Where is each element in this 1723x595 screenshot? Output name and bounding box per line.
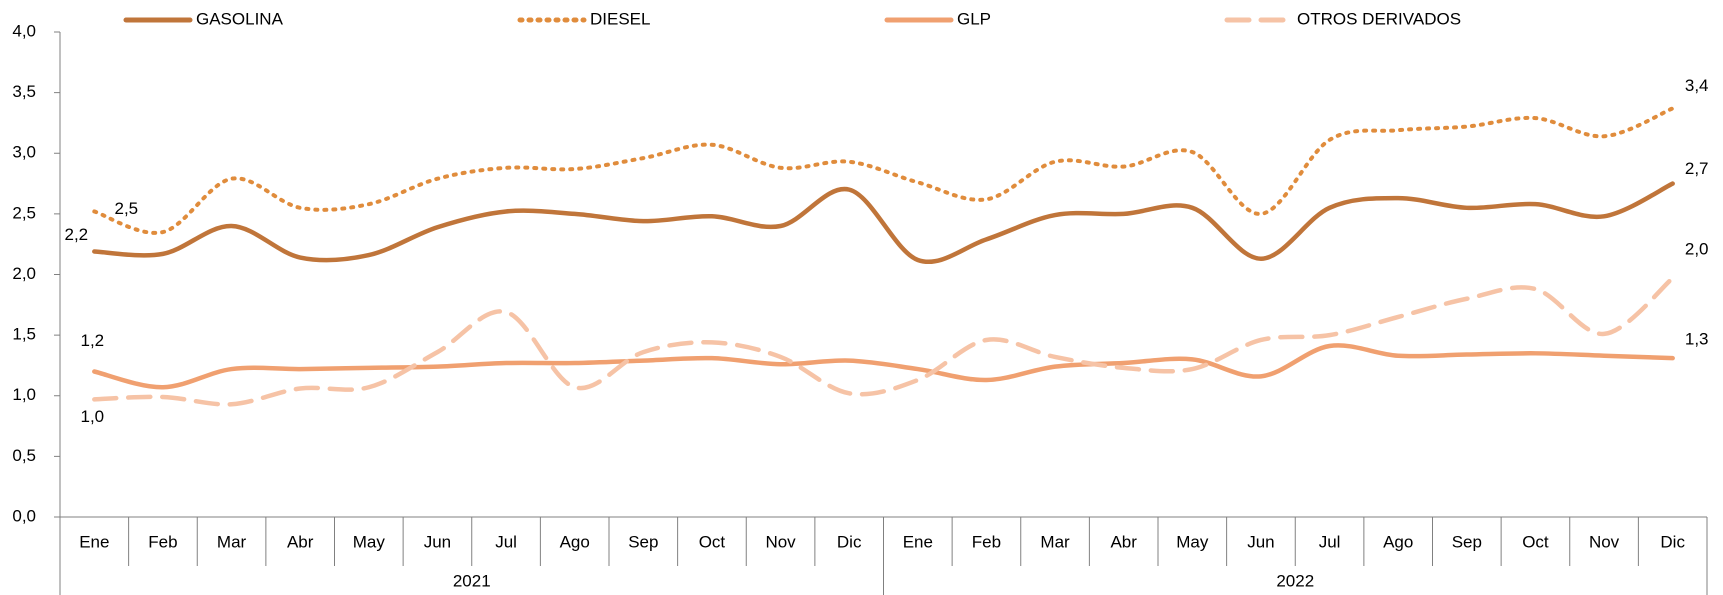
x-tick-label: Feb: [972, 532, 1001, 551]
x-tick-label: Jul: [495, 532, 517, 551]
y-tick-label: 0,0: [12, 506, 36, 525]
data-label: 3,4: [1685, 76, 1709, 95]
series-line: [92, 181, 1675, 264]
y-tick-label: 1,5: [12, 325, 36, 344]
x-tick-label: Dic: [837, 532, 862, 551]
y-tick-label: 4,0: [12, 21, 36, 40]
legend-label: GASOLINA: [196, 9, 284, 28]
data-label: 2,7: [1685, 159, 1709, 178]
data-label: 2,5: [114, 199, 138, 218]
y-tick-label: 3,5: [12, 82, 36, 101]
series-line: [92, 275, 1675, 407]
series-line: [92, 106, 1675, 235]
x-tick-label: Jul: [1319, 532, 1341, 551]
x-tick-label: Feb: [148, 532, 177, 551]
y-tick-label: 2,0: [12, 264, 36, 283]
data-label: 2,2: [64, 225, 88, 244]
x-tick-label: May: [353, 532, 386, 551]
x-tick-label: Ene: [903, 532, 933, 551]
y-tick-label: 2,5: [12, 203, 36, 222]
legend-label: DIESEL: [590, 9, 650, 28]
x-tick-label: Ago: [560, 532, 590, 551]
group-label: 2021: [453, 571, 491, 590]
x-tick-label: Oct: [699, 532, 726, 551]
y-tick-label: 0,5: [12, 446, 36, 465]
legend-label: GLP: [957, 9, 991, 28]
x-tick-label: Abr: [1110, 532, 1137, 551]
x-tick-label: Sep: [1452, 532, 1482, 551]
x-tick-label: Mar: [1040, 532, 1070, 551]
x-tick-label: Oct: [1522, 532, 1549, 551]
x-tick-label: Ago: [1383, 532, 1413, 551]
x-tick-label: May: [1176, 532, 1209, 551]
x-tick-label: Dic: [1660, 532, 1685, 551]
data-label: 1,2: [80, 331, 104, 350]
x-tick-label: Nov: [765, 532, 796, 551]
y-tick-label: 1,0: [12, 385, 36, 404]
x-tick-label: Jun: [1247, 532, 1274, 551]
y-tick-label: 3,0: [12, 143, 36, 162]
group-label: 2022: [1276, 571, 1314, 590]
legend-label: OTROS DERIVADOS: [1297, 9, 1461, 28]
data-label: 1,0: [80, 407, 104, 426]
x-tick-label: Ene: [79, 532, 109, 551]
x-tick-label: Jun: [424, 532, 451, 551]
x-tick-label: Sep: [628, 532, 658, 551]
x-tick-label: Abr: [287, 532, 314, 551]
data-label: 1,3: [1685, 330, 1709, 349]
data-label: 2,0: [1685, 240, 1709, 259]
x-tick-label: Mar: [217, 532, 247, 551]
series-line: [92, 343, 1675, 390]
x-tick-label: Nov: [1589, 532, 1620, 551]
